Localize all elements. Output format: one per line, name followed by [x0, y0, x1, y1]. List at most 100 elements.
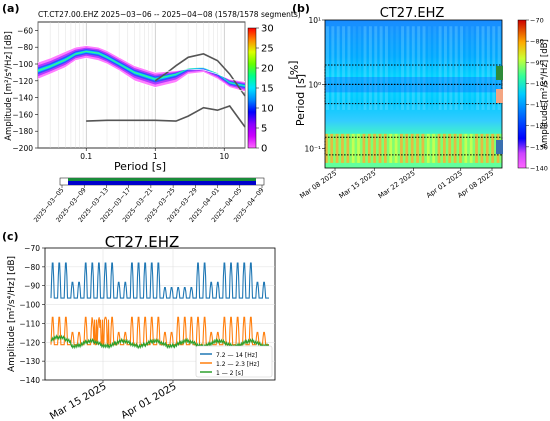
colorbar-tick-label: −70 [530, 17, 544, 25]
legend-frame [195, 345, 273, 378]
y-tick-label: −140 [12, 94, 33, 103]
coverage-date-ticks: 2025−03−052025−03−092025−03−132025−03−17… [33, 185, 266, 224]
spectrogram-high-freq-cell [365, 133, 369, 163]
colorbar-tick-label: 30 [261, 24, 274, 35]
spectrogram-high-freq-cell [392, 133, 396, 163]
spectrogram-high-freq-cell [349, 133, 353, 163]
spectrogram-high-freq-cell [464, 133, 468, 163]
panel-c-y-ticks: −70 −80 −90 −100 −110 −120 −130 −140 [19, 244, 45, 385]
spectrogram-daily-streak [422, 26, 426, 110]
band-marker-green [496, 66, 503, 80]
psd-density-band-3 [38, 49, 245, 89]
panel-b-title: CT27.EHZ [380, 6, 445, 21]
y-tick-label: −200 [12, 144, 33, 153]
spectrogram-high-freq-cell [418, 133, 422, 163]
coverage-bar-green [68, 178, 256, 181]
panel-b-colorbar-label: Amplitude [m²/s⁴/Hz] [dB] [540, 39, 550, 149]
spectrogram-high-freq-cell [448, 133, 452, 163]
band-marker-blue [496, 140, 503, 154]
panel-a-plot [37, 45, 246, 128]
panel-a-y-ticks: −60 −80 −100 −120 −140 −160 −180 −200 [12, 26, 38, 153]
spectrogram-high-freq-cell [397, 133, 401, 163]
panel-a-x-ticks: 0.1 1 10 [80, 148, 229, 161]
spectrogram-daily-streak [476, 26, 480, 110]
colorbar-tick-label: 20 [261, 64, 274, 75]
spectrogram-high-freq-cell [375, 133, 379, 163]
spectrogram-high-freq-cell [338, 133, 342, 163]
series-line [50, 262, 269, 299]
spectrogram-high-freq-cell [477, 133, 481, 163]
spectrogram-high-freq-cell [472, 133, 476, 163]
spectrogram-high-freq-cell [341, 133, 345, 163]
spectrogram-high-freq-cell [346, 133, 350, 163]
panel-b: (b) CT27.EHZ 10¹ 10⁰ 10⁻¹ Mar 08 2025 Mar 1… [287, 2, 550, 200]
spectrogram-high-freq-cell [386, 133, 390, 163]
spectrogram-daily-streak [331, 26, 335, 110]
spectrogram-high-freq-cell [378, 133, 382, 163]
x-tick-label: 0.1 [80, 152, 92, 161]
panel-c-x-ticks: Mar 15 2025 Apr 01 2025 [48, 380, 179, 421]
y-tick-label: 10¹ [308, 16, 321, 25]
spectrogram-high-freq-cell [373, 133, 377, 163]
spectrogram-high-freq-cell [327, 133, 331, 163]
spectrogram-high-freq-cell [335, 133, 339, 163]
spectrogram-high-freq-cell [370, 133, 374, 163]
x-tick-label: Apr 01 2025 [119, 381, 178, 421]
spectrogram-high-freq-cell [467, 133, 471, 163]
y-tick-label: −130 [19, 357, 40, 366]
spectrogram-daily-streak [433, 26, 437, 110]
panel-c: (c) CT27.EHZ −70 −80 −90 −100 −110 −120 −130 −1… [2, 230, 276, 421]
spectrogram-high-freq-cell [456, 133, 460, 163]
spectrogram-daily-streak [486, 26, 490, 110]
spectrogram-high-freq-cell [469, 133, 473, 163]
y-tick-label: −110 [19, 319, 40, 328]
y-tick-label: 10⁰ [308, 80, 321, 89]
spectrogram-daily-streak [390, 26, 394, 110]
spectrogram-high-freq-cell [359, 133, 363, 163]
panel-b-colorbar-ticks: −70 −80 −90 −100 −110 −120 −130 −140 [526, 17, 548, 173]
percentile-high-line [37, 45, 246, 82]
legend-label-high-band: 7.2 — 14 [Hz] [216, 352, 257, 359]
spectrogram-high-freq-cell [333, 133, 337, 163]
spectrogram-high-freq-cell [351, 133, 355, 163]
y-tick-label: −80 [24, 263, 40, 272]
panel-b-label: (b) [292, 2, 310, 15]
y-tick-label: −160 [12, 110, 33, 119]
y-tick-label: −90 [24, 282, 40, 291]
spectrogram-high-freq-cell [483, 133, 487, 163]
x-tick-label: Mar 08 2025 [298, 169, 338, 200]
spectrogram-daily-streak [417, 26, 421, 110]
spectrogram-daily-streak [379, 26, 383, 110]
spectrogram-daily-streak [470, 26, 474, 110]
low-noise-model-line [86, 105, 246, 128]
x-tick-label: Mar 15 2025 [48, 381, 108, 421]
spectrogram-daily-streak [352, 26, 356, 110]
spectrogram-daily-streak [385, 26, 388, 110]
spectrogram-high-freq-cell [459, 133, 463, 163]
x-tick-label: Mar 15 2025 [338, 169, 378, 200]
colorbar-tick-label: −140 [530, 165, 548, 173]
panel-a: (a) CT.CT27.00.EHZ 2025−03−06 -- 2025−04… [2, 2, 301, 224]
spectrogram-daily-streak [465, 26, 469, 110]
spectrogram-daily-streak [368, 26, 372, 110]
percent-label: [%] [287, 60, 300, 79]
spectrogram-high-freq-cell [330, 133, 334, 163]
colorbar-tick-label: 15 [261, 84, 274, 95]
panel-c-ylabel: Amplitude [m²/s⁴/Hz] [dB] [7, 256, 17, 372]
spectrogram-daily-streak [454, 26, 458, 110]
panel-a-header: CT.CT27.00.EHZ 2025−03−06 -- 2025−04−08 … [38, 10, 301, 19]
spectrogram-high-freq-cell [480, 133, 484, 163]
spectrogram-high-freq-cell [408, 133, 412, 163]
y-tick-label: −120 [12, 77, 33, 86]
spectrogram-high-freq-cell [354, 133, 358, 163]
panel-b-x-ticks: Mar 08 2025 Mar 15 2025 Mar 22 2025 Apr 01 … [298, 168, 495, 200]
spectrogram-high-freq-cell [461, 133, 465, 163]
y-tick-label: −100 [12, 60, 33, 69]
spectrogram-high-freq-cell [429, 133, 433, 163]
panel-a-colorbar [247, 27, 257, 149]
spectrogram-high-freq-cell [416, 133, 420, 163]
panel-a-colorbar-ticks: 30 25 20 15 10 5 0 [256, 24, 274, 155]
spectrogram-daily-streak [438, 26, 442, 110]
spectrogram-high-freq-cell [451, 133, 455, 163]
y-tick-label: 10⁻¹ [304, 145, 321, 154]
